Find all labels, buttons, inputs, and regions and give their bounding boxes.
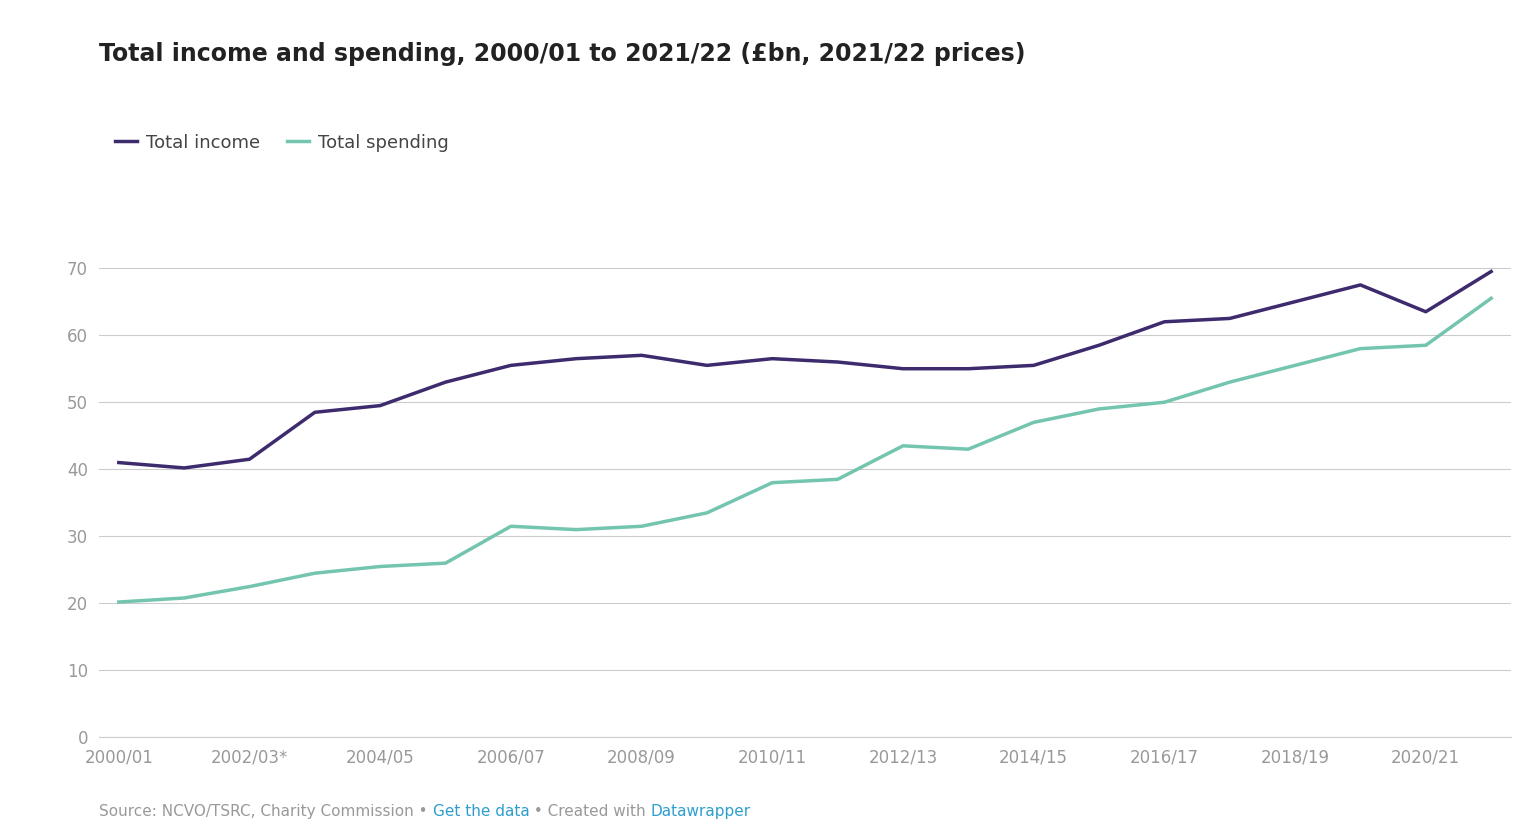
Text: Datawrapper: Datawrapper bbox=[650, 804, 751, 820]
Text: Get the data: Get the data bbox=[432, 804, 530, 820]
Legend: Total income, Total spending: Total income, Total spending bbox=[108, 127, 456, 158]
Text: Total income and spending, 2000/01 to 2021/22 (£bn, 2021/22 prices): Total income and spending, 2000/01 to 20… bbox=[99, 42, 1025, 66]
Text: • Created with: • Created with bbox=[530, 804, 650, 820]
Text: Source: NCVO/TSRC, Charity Commission •: Source: NCVO/TSRC, Charity Commission • bbox=[99, 804, 432, 820]
